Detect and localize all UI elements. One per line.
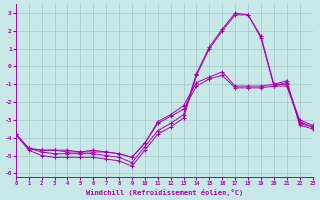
X-axis label: Windchill (Refroidissement éolien,°C): Windchill (Refroidissement éolien,°C) [85, 189, 243, 196]
